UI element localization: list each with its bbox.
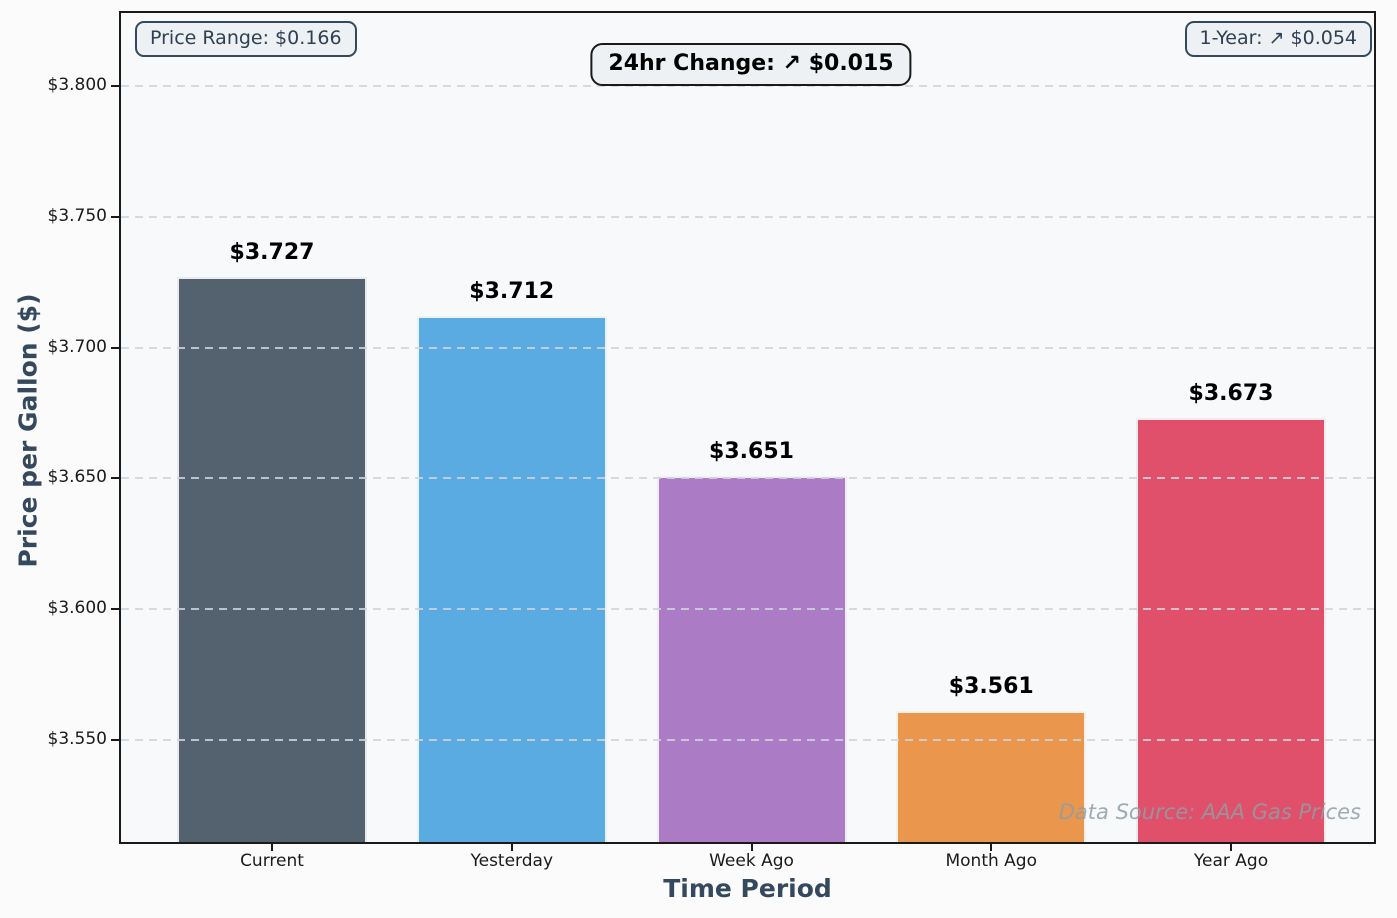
x-tick-mark	[510, 844, 513, 851]
bar-yesterday	[416, 316, 607, 842]
y-tick-mark	[111, 215, 119, 218]
bar-week-ago	[656, 476, 847, 842]
y-tick-mark	[111, 346, 119, 349]
x-tick-mark	[990, 844, 993, 851]
gridline	[121, 215, 1374, 218]
bar-value-label: $3.727	[229, 240, 315, 265]
y-tick-mark	[111, 85, 119, 88]
plot-area: $3.727 $3.712 $3.651 $3.561 $3.673	[119, 11, 1376, 844]
y-axis-title: Price per Gallon ($)	[13, 293, 43, 568]
x-tick-mark	[750, 844, 753, 851]
data-source-watermark: Data Source: AAA Gas Prices	[1058, 800, 1361, 824]
x-tick-mark	[1230, 844, 1232, 851]
bar-current	[177, 277, 367, 842]
y-tick-mark	[111, 739, 119, 741]
x-axis-title: Time Period	[663, 874, 832, 903]
x-tick-label-current: Current	[240, 851, 304, 871]
y-tick-mark	[111, 477, 119, 480]
x-tick-mark	[271, 844, 273, 851]
plot-inner: $3.727 $3.712 $3.651 $3.561 $3.673	[121, 13, 1374, 842]
y-tick-mark	[111, 608, 119, 611]
price-range-annotation: Price Range: $0.166	[135, 21, 357, 57]
24hr-change-annotation: 24hr Change: ↗ $0.015	[590, 43, 912, 86]
y-tick-label: $3.750	[47, 205, 107, 226]
x-tick-label-week-ago: Week Ago	[709, 851, 794, 871]
y-tick-label: $3.550	[47, 729, 107, 749]
bar-value-label: $3.673	[1188, 381, 1274, 406]
y-tick-label: $3.650	[47, 467, 107, 488]
bar-value-label: $3.712	[469, 279, 555, 304]
y-tick-label: $3.700	[47, 336, 107, 357]
one-year-change-annotation: 1-Year: ↗ $0.054	[1184, 21, 1372, 57]
x-tick-label-month-ago: Month Ago	[945, 851, 1037, 871]
bar-value-label: $3.561	[948, 674, 1034, 699]
y-tick-label: $3.600	[47, 598, 107, 619]
y-tick-label: $3.800	[47, 75, 107, 96]
x-tick-label-yesterday: Yesterday	[470, 851, 554, 871]
x-tick-label-year-ago: Year Ago	[1193, 851, 1269, 871]
bar-value-label: $3.651	[709, 439, 794, 464]
bar-year-ago	[1136, 418, 1326, 842]
bar-month-ago	[896, 711, 1087, 842]
